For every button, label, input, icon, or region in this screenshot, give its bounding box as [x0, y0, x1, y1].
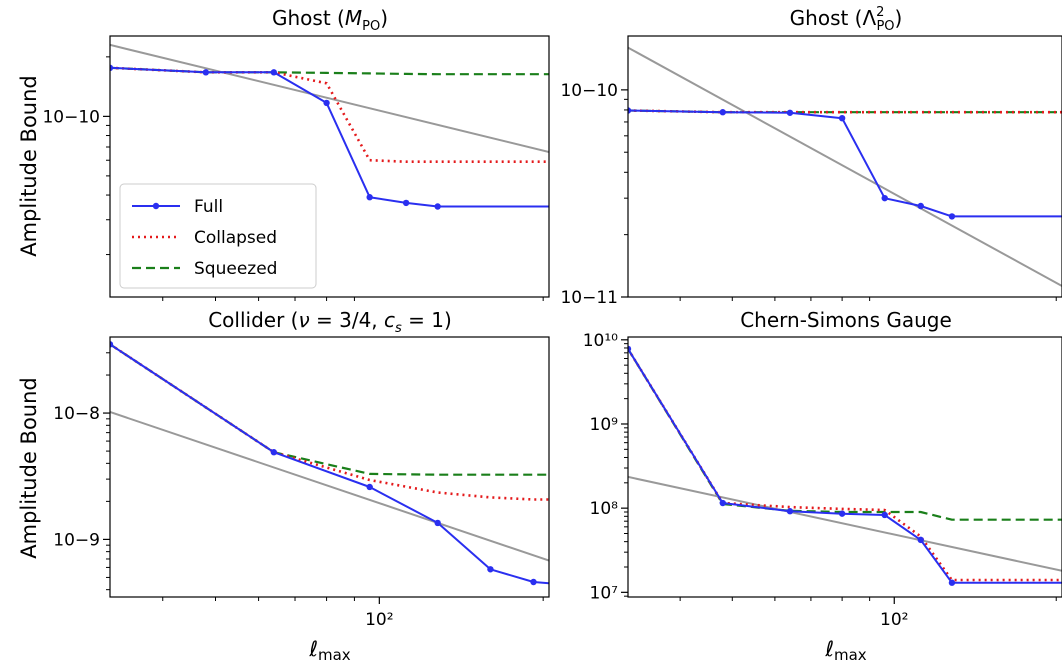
legend: Full Collapsed Squeezed — [119, 183, 317, 289]
series-full-point — [719, 499, 726, 507]
series-full-line — [110, 66, 549, 208]
y-tick-label: 10⁸ — [590, 499, 619, 519]
y-tick-label: 10−10 — [42, 107, 100, 127]
series-full-point — [202, 69, 210, 76]
series-full-point — [628, 107, 632, 114]
panel-4-title: Chern-Simons Gauge — [740, 308, 952, 332]
series-full-point — [917, 202, 924, 210]
series-full-line — [628, 109, 1062, 218]
legend-label-squeezed: Squeezed — [194, 259, 277, 279]
panel-4: 10¹⁰ 10⁹ 10⁸ 10⁷ 10² — [583, 331, 1062, 630]
y-tick-label: 10⁹ — [590, 415, 619, 435]
plot-frame — [109, 336, 550, 598]
legend-box — [119, 183, 317, 289]
series-full-point — [110, 64, 114, 72]
series-full-line — [628, 348, 1062, 584]
x-tick-label: 10² — [365, 610, 393, 630]
x-tick-label: 10² — [880, 610, 908, 630]
series-full-point — [434, 203, 441, 210]
y-tick-label: 10−10 — [560, 81, 618, 101]
panel-1-title: Ghost (MPO) — [272, 6, 388, 34]
series-full-point — [838, 510, 846, 517]
legend-label-collapsed: Collapsed — [194, 228, 277, 248]
series-squeezed-line — [110, 343, 549, 476]
plot-frame — [627, 336, 1062, 598]
series-full-point — [948, 579, 956, 586]
y-tick-label: 10⁷ — [590, 583, 619, 603]
y-tick-label: 10−11 — [560, 288, 618, 308]
series-collapsed-line — [628, 109, 1062, 114]
series-full-point — [719, 109, 726, 116]
reference-line — [110, 43, 549, 153]
reference-line — [628, 475, 1062, 572]
xlabel-left: ℓmax — [308, 637, 350, 662]
series-full-point — [402, 199, 410, 207]
series-full-point — [948, 213, 956, 220]
series-full-point — [786, 508, 794, 515]
series-full-point — [786, 109, 794, 116]
panel-2-title: Ghost (Λ2 PO) — [790, 5, 903, 34]
series-squeezed-line — [110, 66, 549, 76]
series-full-point — [487, 566, 494, 573]
series-full-point — [881, 511, 888, 519]
plot-frame — [627, 35, 1062, 298]
series-full-point — [323, 99, 330, 107]
series-full-point — [838, 114, 846, 122]
panel-2: 10−10 10−11 — [560, 35, 1062, 308]
series-full-point — [366, 483, 373, 491]
panel-1: 10−10 Full Collapsed Squeezed — [42, 35, 550, 301]
series-squeezed-line — [628, 348, 1062, 521]
series-collapsed-line — [110, 66, 549, 163]
ylabel-bottom: Amplitude Bound — [17, 377, 41, 559]
plot-frame — [109, 35, 550, 298]
ylabel-top: Amplitude Bound — [17, 75, 41, 257]
y-tick-label: 10−9 — [53, 530, 100, 550]
legend-swatch-marker — [152, 202, 160, 210]
reference-line — [110, 411, 549, 562]
xlabel-right: ℓmax — [824, 637, 866, 662]
series-collapsed-line — [628, 348, 1062, 582]
series-full-point — [434, 519, 441, 527]
series-full-point — [110, 341, 114, 348]
series-full-point — [628, 345, 632, 353]
series-full-point — [917, 536, 924, 544]
series-full-point — [270, 69, 278, 76]
reference-line — [628, 46, 1062, 287]
series-full-point — [270, 449, 278, 456]
series-full-point — [881, 194, 888, 202]
legend-label-full: Full — [194, 197, 223, 217]
series-full-point — [366, 194, 373, 201]
panel-3: 10−8 10−9 10² — [53, 336, 550, 630]
series-full-point — [530, 578, 537, 586]
series-collapsed-line — [110, 343, 549, 501]
y-tick-label: 10−8 — [53, 404, 100, 424]
y-tick-label: 10¹⁰ — [583, 331, 618, 351]
panel-3-title: Collider (ν = 3/4, cs = 1) — [208, 308, 452, 336]
